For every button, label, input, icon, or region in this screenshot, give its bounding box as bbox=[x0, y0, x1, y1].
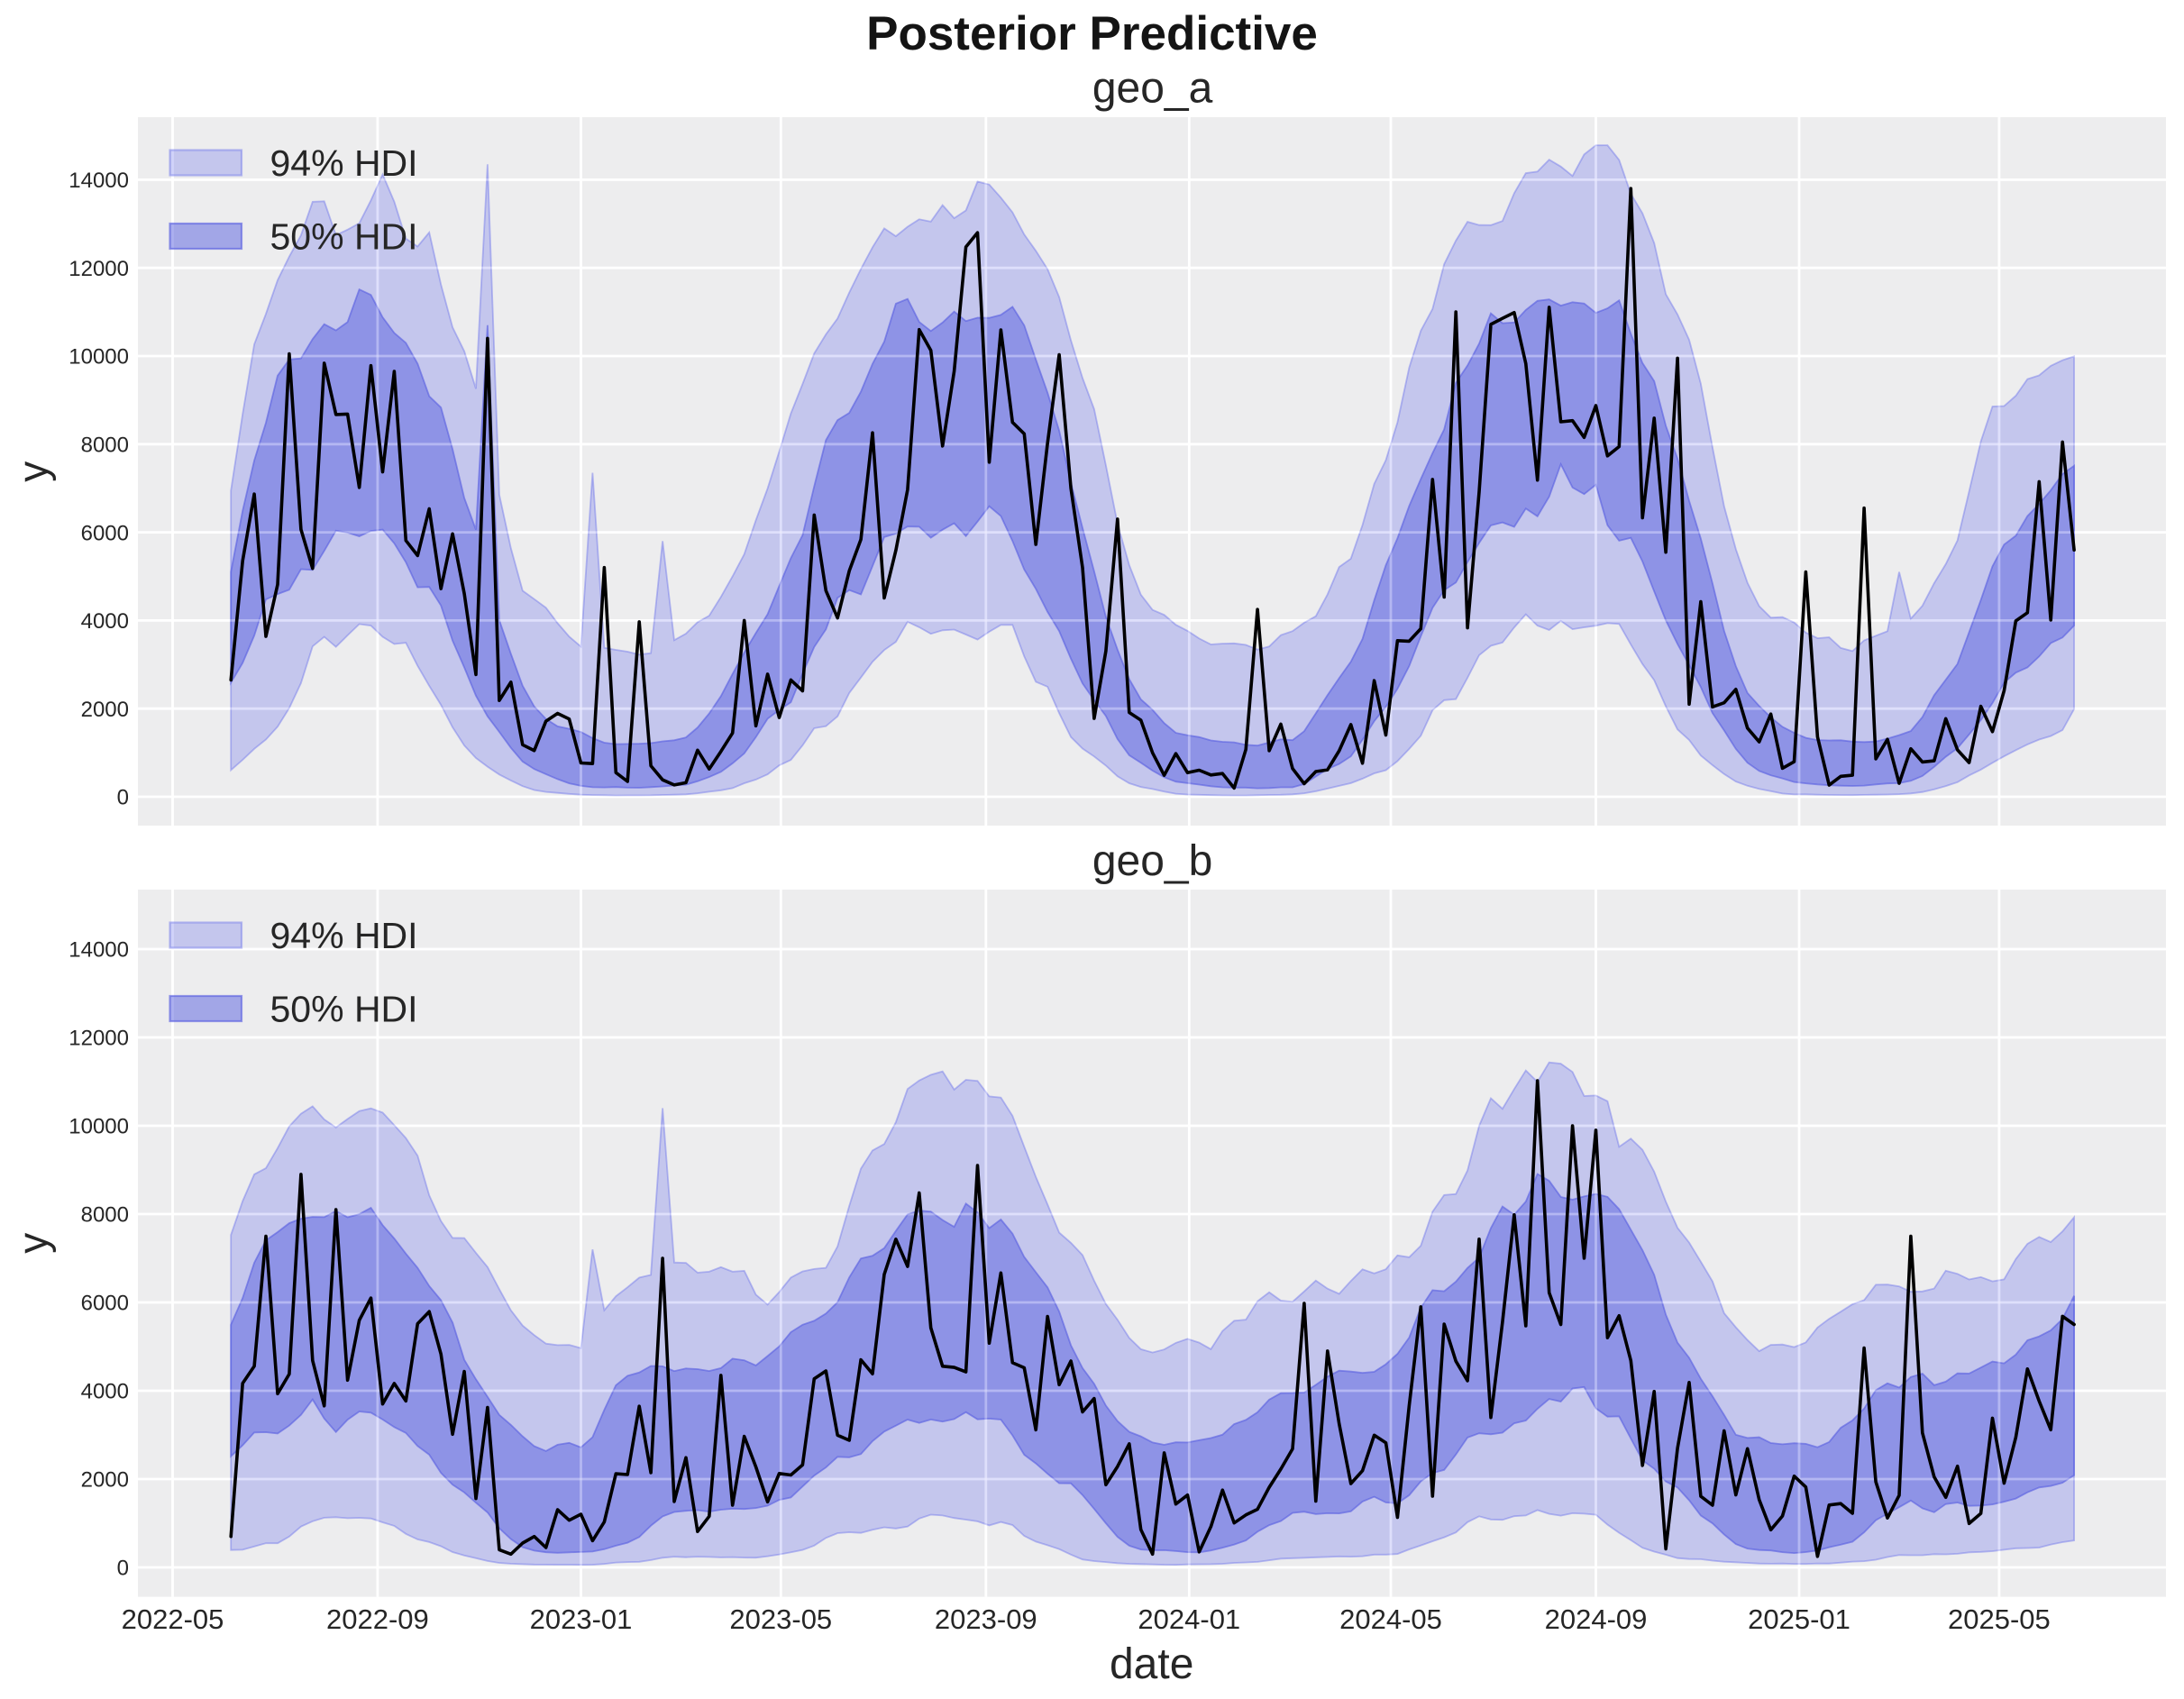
svg-text:8000: 8000 bbox=[81, 434, 129, 458]
svg-text:Posterior Predictive: Posterior Predictive bbox=[866, 7, 1318, 60]
svg-text:12000: 12000 bbox=[69, 1027, 129, 1051]
svg-text:2025-05: 2025-05 bbox=[1948, 1603, 2051, 1635]
svg-text:2000: 2000 bbox=[81, 1468, 129, 1493]
svg-text:y: y bbox=[10, 461, 57, 482]
svg-text:50% HDI: 50% HDI bbox=[270, 215, 418, 257]
svg-text:2022-09: 2022-09 bbox=[326, 1603, 429, 1635]
svg-text:0: 0 bbox=[117, 786, 129, 810]
svg-text:4000: 4000 bbox=[81, 1380, 129, 1404]
svg-text:2000: 2000 bbox=[81, 698, 129, 722]
svg-text:2023-01: 2023-01 bbox=[530, 1603, 633, 1635]
svg-text:94% HDI: 94% HDI bbox=[270, 142, 418, 184]
svg-text:6000: 6000 bbox=[81, 1292, 129, 1316]
svg-text:8000: 8000 bbox=[81, 1203, 129, 1228]
svg-text:geo_b: geo_b bbox=[1092, 837, 1212, 885]
svg-text:date: date bbox=[1110, 1640, 1193, 1688]
svg-text:2024-05: 2024-05 bbox=[1339, 1603, 1442, 1635]
svg-text:10000: 10000 bbox=[69, 345, 129, 370]
svg-text:50% HDI: 50% HDI bbox=[270, 988, 418, 1029]
svg-text:10000: 10000 bbox=[69, 1115, 129, 1139]
svg-text:4000: 4000 bbox=[81, 609, 129, 634]
svg-text:2023-05: 2023-05 bbox=[729, 1603, 832, 1635]
svg-text:12000: 12000 bbox=[69, 257, 129, 281]
svg-text:geo_a: geo_a bbox=[1092, 64, 1213, 112]
svg-text:6000: 6000 bbox=[81, 521, 129, 545]
svg-text:2025-01: 2025-01 bbox=[1748, 1603, 1850, 1635]
svg-text:0: 0 bbox=[117, 1557, 129, 1581]
svg-text:14000: 14000 bbox=[69, 169, 129, 193]
svg-text:2024-01: 2024-01 bbox=[1138, 1603, 1240, 1635]
svg-text:94% HDI: 94% HDI bbox=[270, 915, 418, 956]
svg-text:2023-09: 2023-09 bbox=[935, 1603, 1037, 1635]
svg-text:14000: 14000 bbox=[69, 938, 129, 963]
svg-text:2022-05: 2022-05 bbox=[122, 1603, 224, 1635]
svg-text:y: y bbox=[10, 1233, 57, 1254]
svg-text:2024-09: 2024-09 bbox=[1545, 1603, 1648, 1635]
